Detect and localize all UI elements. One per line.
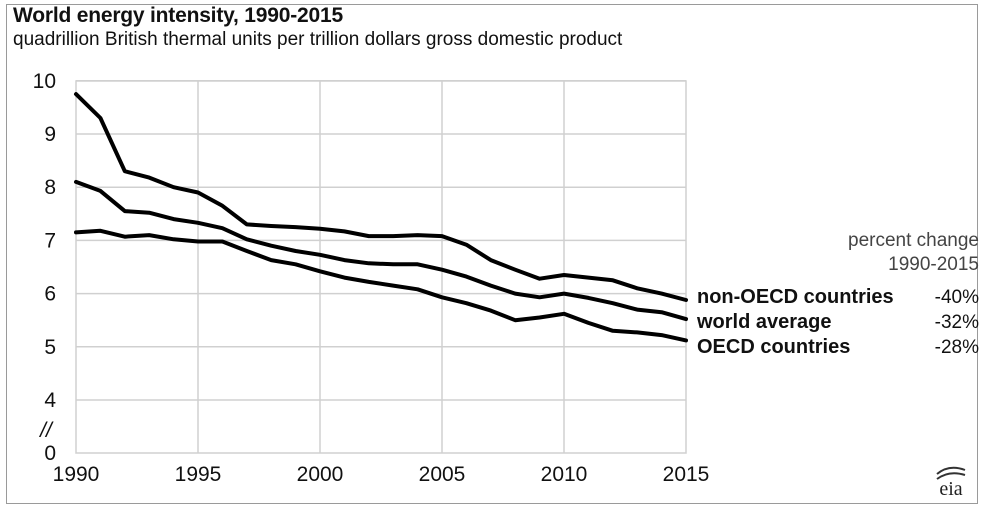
axis-ticks: 0 4 5 6 7 8 9 10 1990 1995 2000 2005 2010 2015: [33, 70, 710, 486]
y-tick-label-8: 8: [44, 176, 56, 199]
chart-subtitle: quadrillion British thermal units per tr…: [13, 29, 623, 50]
x-tick-label-2015: 2015: [663, 463, 710, 486]
x-tick-label-2010: 2010: [541, 463, 588, 486]
legend: percent change 1990-2015 non-OECD countr…: [696, 230, 979, 358]
plot-area: [75, 80, 687, 454]
eia-logo: eia: [936, 466, 966, 500]
y-tick-label-5: 5: [44, 336, 56, 359]
y-tick-label-0: 0: [44, 442, 56, 465]
series-line-non-oecd-countries: [74, 92, 688, 302]
series-lines: [74, 92, 688, 343]
series-line-oecd-countries: [74, 228, 688, 343]
x-tick-label-1995: 1995: [175, 463, 222, 486]
y-tick-label-10: 10: [33, 70, 56, 93]
grid-lines: [75, 80, 687, 454]
y-tick-label-4: 4: [44, 389, 56, 412]
y-tick-label-6: 6: [44, 283, 56, 306]
legend-header-line1: percent change: [848, 230, 979, 251]
eia-logo-text: eia: [939, 478, 962, 500]
chart-frame: [6, 4, 978, 504]
axis-break-mark: //: [38, 419, 54, 442]
series-line-world-average: [74, 179, 688, 322]
x-tick-label-2005: 2005: [419, 463, 466, 486]
legend-pct-non-oecd: -40%: [935, 287, 979, 308]
legend-label-oecd: OECD countries: [697, 336, 850, 358]
legend-pct-oecd: -28%: [935, 337, 979, 358]
x-tick-label-1990: 1990: [53, 463, 100, 486]
legend-label-non-oecd: non-OECD countries: [697, 286, 894, 308]
legend-label-world: world average: [696, 311, 832, 333]
y-tick-label-9: 9: [44, 123, 56, 146]
legend-pct-world: -32%: [935, 312, 979, 333]
x-tick-label-2000: 2000: [297, 463, 344, 486]
legend-header-line2: 1990-2015: [888, 254, 979, 275]
chart-title: World energy intensity, 1990-2015: [13, 4, 343, 27]
y-tick-label-7: 7: [44, 229, 56, 252]
